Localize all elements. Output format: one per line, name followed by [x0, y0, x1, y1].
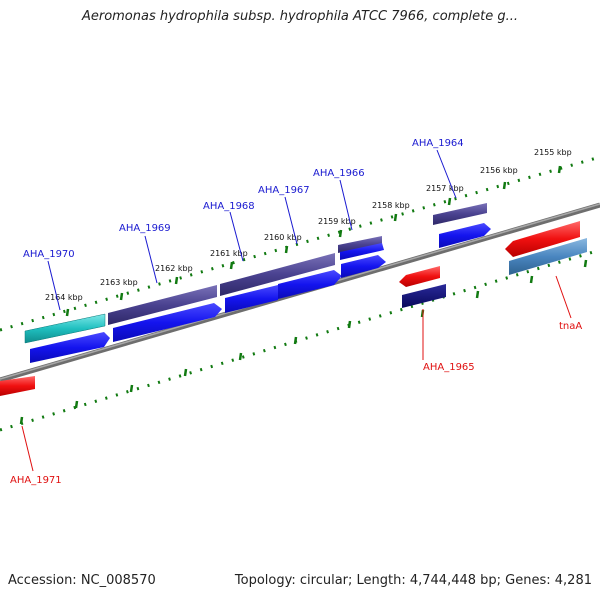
label-aha1968[interactable]: AHA_1968: [203, 201, 255, 212]
upper-tick-track: [0, 155, 600, 332]
label-aha1964[interactable]: AHA_1964: [412, 138, 464, 149]
label-aha1966[interactable]: AHA_1966: [313, 168, 365, 179]
gene-arrow-aha1967[interactable]: [278, 270, 342, 299]
lower-major-ticks: [19, 259, 588, 425]
gene-aha1970[interactable]: [24, 313, 106, 344]
gene-aha1968[interactable]: [220, 253, 335, 296]
scale-label-2156: 2156 kbp: [480, 166, 518, 175]
gene-arrow-aha1966b[interactable]: [340, 243, 384, 260]
gene-aha1966[interactable]: [338, 236, 382, 253]
gene-aha1965-arrow[interactable]: [399, 266, 440, 287]
gene-aha1964[interactable]: [433, 203, 487, 225]
gene-aha1969[interactable]: [108, 285, 217, 325]
map-title: Aeromonas hydrophila subsp. hydrophila A…: [81, 9, 519, 24]
scale-label-2164: 2164 kbp: [45, 293, 83, 302]
scale-label-2159: 2159 kbp: [318, 217, 356, 226]
scale-label-2160: 2160 kbp: [264, 233, 302, 242]
label-aha1965[interactable]: AHA_1965: [423, 362, 475, 373]
label-aha1969[interactable]: AHA_1969: [119, 223, 171, 234]
accession-text: Accession: NC_008570: [8, 573, 156, 588]
label-aha1970[interactable]: AHA_1970: [23, 249, 75, 260]
label-aha1971[interactable]: AHA_1971: [10, 475, 62, 486]
forward-leader-lines: [47, 149, 457, 311]
forward-genes-lower: [30, 223, 491, 363]
scale-label-2161: 2161 kbp: [210, 249, 248, 258]
scale-label-2158: 2158 kbp: [372, 201, 410, 210]
scale-label-2157: 2157 kbp: [426, 184, 464, 193]
gene-arrow-aha1964[interactable]: [439, 223, 491, 248]
gene-arrow-aha1970[interactable]: [30, 332, 110, 363]
label-aha1967[interactable]: AHA_1967: [258, 185, 310, 196]
gene-arrow-aha1969[interactable]: [113, 303, 222, 342]
gene-aha1965[interactable]: [402, 284, 446, 308]
gene-tnaA-arrow[interactable]: [505, 221, 580, 257]
genome-summary-text: Topology: circular; Length: 4,744,448 bp…: [234, 573, 592, 588]
scale-label-2163: 2163 kbp: [100, 278, 138, 287]
scale-label-2155: 2155 kbp: [534, 148, 572, 157]
gene-arrow-aha1966[interactable]: [341, 255, 386, 278]
gene-arrow-aha1968[interactable]: [225, 285, 278, 313]
reverse-leader-lines: [21, 275, 572, 472]
scale-label-2162: 2162 kbp: [155, 264, 193, 273]
gene-aha1971-arrow[interactable]: [0, 376, 35, 396]
upper-major-ticks: [65, 165, 562, 317]
forward-genes-upper: [24, 203, 487, 344]
gene-tnaA[interactable]: [509, 238, 587, 275]
reverse-genes: [0, 221, 587, 396]
label-tnaA[interactable]: tnaA: [559, 321, 582, 332]
